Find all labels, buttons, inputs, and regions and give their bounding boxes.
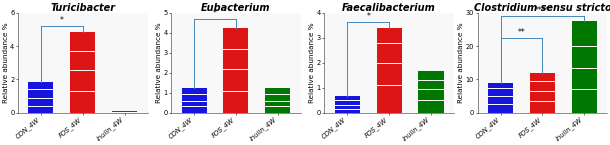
Bar <box>112 112 137 113</box>
Title: Clostridium sensu stricto: Clostridium sensu stricto <box>473 3 610 13</box>
Y-axis label: Relative abundance %: Relative abundance % <box>458 22 464 103</box>
Title: Eubacterium: Eubacterium <box>201 3 271 13</box>
Bar <box>418 71 443 113</box>
Text: *: * <box>367 12 370 21</box>
Bar <box>70 32 95 113</box>
Bar <box>335 96 360 113</box>
Bar <box>265 88 290 113</box>
Text: **: ** <box>518 28 525 37</box>
Title: Turicibacter: Turicibacter <box>50 3 115 13</box>
Y-axis label: Relative abundance %: Relative abundance % <box>156 22 162 103</box>
Bar <box>376 28 402 113</box>
Y-axis label: Relative abundance %: Relative abundance % <box>309 22 315 103</box>
Bar <box>182 88 207 113</box>
Y-axis label: Relative abundance %: Relative abundance % <box>3 22 9 103</box>
Title: Faecalibacterium: Faecalibacterium <box>342 3 436 13</box>
Bar <box>572 21 597 113</box>
Bar <box>488 83 513 113</box>
Text: *: * <box>60 16 64 25</box>
Text: *: * <box>213 9 217 18</box>
Bar <box>28 82 54 113</box>
Bar <box>530 73 555 113</box>
Text: ****: **** <box>534 6 550 15</box>
Bar <box>223 28 248 113</box>
